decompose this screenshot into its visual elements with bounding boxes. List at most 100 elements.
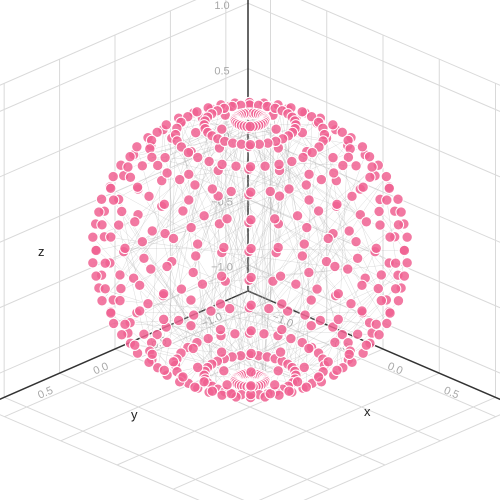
z-axis-title: z bbox=[38, 244, 45, 259]
x-axis-title: x bbox=[364, 404, 371, 419]
data-point bbox=[323, 357, 333, 367]
data-point bbox=[97, 296, 107, 306]
data-point bbox=[287, 156, 297, 166]
data-point bbox=[246, 272, 256, 282]
data-point bbox=[371, 243, 381, 253]
data-point bbox=[207, 184, 217, 194]
data-point bbox=[264, 303, 274, 313]
data-point bbox=[216, 271, 226, 281]
data-point bbox=[284, 184, 294, 194]
data-point bbox=[402, 232, 412, 242]
data-point bbox=[302, 222, 312, 232]
data-point bbox=[381, 171, 391, 181]
data-point bbox=[246, 215, 256, 225]
data-point bbox=[312, 284, 322, 294]
data-point bbox=[137, 237, 147, 247]
data-point bbox=[304, 343, 314, 353]
data-point bbox=[382, 195, 392, 205]
data-point bbox=[245, 162, 255, 172]
data-point bbox=[273, 242, 283, 252]
data-point bbox=[351, 161, 361, 171]
data-point bbox=[301, 180, 311, 190]
data-point bbox=[382, 318, 392, 328]
data-point bbox=[88, 258, 98, 268]
data-point bbox=[188, 343, 198, 353]
data-point bbox=[217, 124, 227, 134]
data-point bbox=[137, 161, 147, 171]
data-point bbox=[123, 162, 133, 172]
data-point bbox=[246, 187, 256, 197]
box-edge bbox=[252, 407, 500, 500]
data-point bbox=[186, 295, 196, 305]
data-point bbox=[162, 337, 172, 347]
data-point bbox=[186, 222, 196, 232]
data-point bbox=[347, 191, 357, 201]
data-point bbox=[161, 120, 171, 130]
data-point bbox=[144, 191, 154, 201]
data-point bbox=[393, 296, 403, 306]
data-point bbox=[375, 220, 385, 230]
grid-line bbox=[0, 3, 248, 119]
data-point bbox=[199, 377, 209, 387]
box-edge bbox=[0, 0, 248, 93]
data-point bbox=[174, 174, 184, 184]
data-point bbox=[246, 326, 256, 336]
data-point bbox=[143, 298, 153, 308]
data-point bbox=[120, 243, 130, 253]
data-point bbox=[373, 283, 383, 293]
data-point bbox=[402, 258, 412, 268]
data-point bbox=[374, 330, 384, 340]
data-point bbox=[367, 162, 377, 172]
data-point bbox=[328, 120, 338, 130]
data-point bbox=[297, 107, 307, 117]
data-point bbox=[371, 319, 381, 329]
data-point bbox=[245, 121, 255, 131]
data-point bbox=[230, 329, 240, 339]
data-point bbox=[203, 333, 213, 343]
data-point bbox=[219, 366, 229, 376]
data-point bbox=[364, 151, 374, 161]
data-point bbox=[139, 329, 149, 339]
data-point bbox=[191, 251, 201, 261]
data-point bbox=[115, 270, 125, 280]
data-point bbox=[132, 182, 142, 192]
data-point bbox=[358, 182, 368, 192]
data-point bbox=[333, 289, 343, 299]
data-point bbox=[106, 232, 116, 242]
data-point bbox=[384, 183, 394, 193]
data-point bbox=[344, 349, 354, 359]
data-point bbox=[351, 237, 361, 247]
data-point bbox=[116, 283, 126, 293]
data-point bbox=[125, 151, 135, 161]
x-tick-label: 0.0 bbox=[386, 360, 405, 377]
data-point bbox=[292, 211, 302, 221]
data-point bbox=[94, 207, 104, 217]
data-point bbox=[330, 261, 340, 271]
box-edge bbox=[0, 407, 252, 500]
data-point bbox=[292, 377, 302, 387]
data-point bbox=[299, 239, 309, 249]
data-point bbox=[193, 152, 203, 162]
data-point bbox=[304, 169, 314, 179]
data-point bbox=[246, 300, 256, 310]
data-point bbox=[275, 347, 285, 357]
grid-line bbox=[4, 397, 274, 500]
data-point bbox=[199, 211, 209, 221]
z-tick-label: 1.0 bbox=[214, 0, 229, 12]
data-point bbox=[206, 306, 216, 316]
data-point bbox=[286, 333, 296, 343]
data-point bbox=[178, 206, 188, 216]
data-point bbox=[393, 194, 403, 204]
data-point bbox=[158, 289, 168, 299]
data-point bbox=[376, 295, 386, 305]
data-point bbox=[139, 253, 149, 263]
data-point bbox=[316, 174, 326, 184]
data-point bbox=[298, 152, 308, 162]
data-point bbox=[135, 306, 145, 316]
data-point bbox=[385, 232, 395, 242]
data-point bbox=[117, 206, 127, 216]
data-point bbox=[146, 264, 156, 274]
data-point bbox=[299, 362, 309, 372]
data-point bbox=[217, 159, 227, 169]
